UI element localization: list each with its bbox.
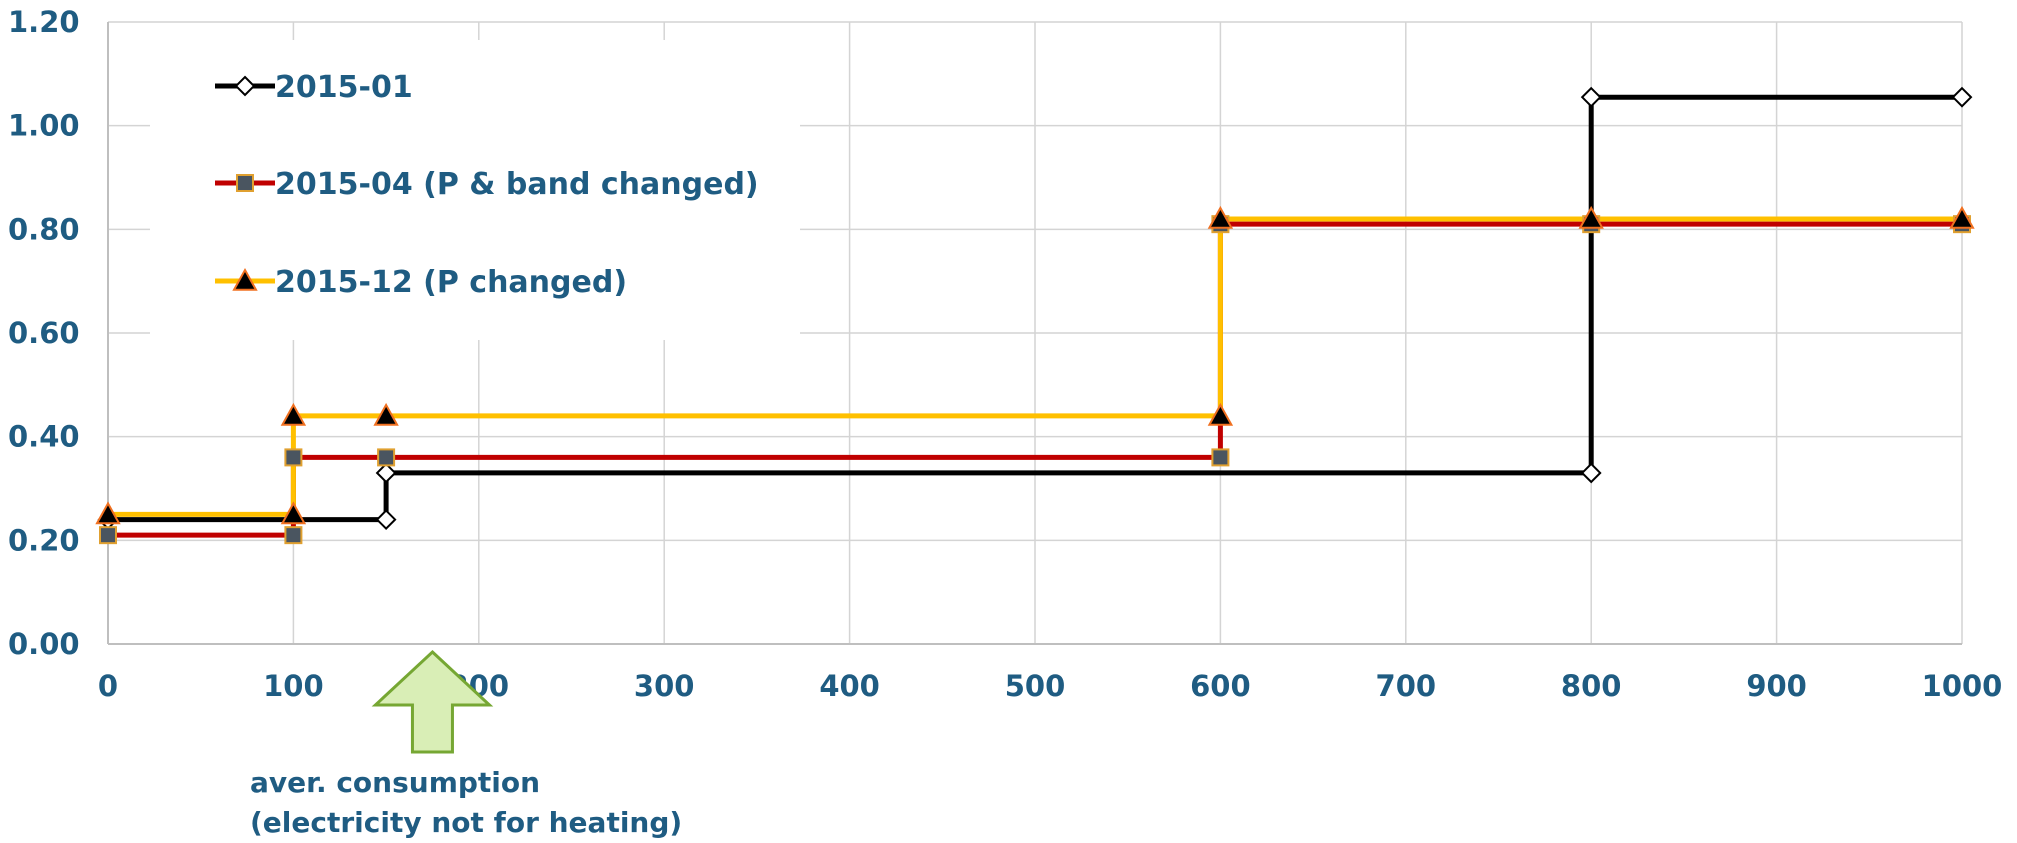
data-point-marker — [1580, 86, 1602, 108]
y-tick-label: 0.20 — [8, 523, 80, 557]
data-point-marker — [377, 448, 396, 467]
data-point-marker — [375, 462, 397, 484]
x-tick-label: 300 — [634, 669, 695, 703]
y-tick-label: 0.40 — [8, 420, 80, 454]
x-tick-label: 600 — [1190, 669, 1251, 703]
data-point-marker — [284, 526, 303, 545]
data-point-marker — [95, 501, 121, 525]
data-point-marker — [1211, 448, 1230, 467]
y-tick-label: 1.20 — [8, 5, 80, 39]
data-point-marker — [280, 501, 307, 525]
axes: 0.000.200.400.600.801.001.200 100 200 300 40… — [8, 5, 2002, 703]
data-point-marker — [232, 267, 258, 291]
legend-label: 2015-04 (P & band changed) — [275, 167, 759, 202]
legend-background — [150, 40, 800, 340]
series-line — [108, 94, 1962, 523]
data-point-marker — [284, 448, 303, 467]
legend-label: 2015-01 — [275, 70, 413, 105]
data-point-marker — [1207, 402, 1234, 426]
x-tick-label: 500 — [1005, 669, 1066, 703]
annotation-text: aver. consumption (electricity not for h… — [250, 763, 682, 843]
y-tick-label: 0.60 — [8, 316, 80, 350]
x-tick-label: 100 — [263, 669, 324, 703]
data-point-marker — [234, 75, 256, 97]
y-tick-label: 1.00 — [8, 109, 80, 143]
up-arrow-shape — [371, 649, 494, 754]
y-tick-label: 0.00 — [8, 627, 80, 661]
annotation-line-1: aver. consumption — [250, 766, 541, 799]
x-tick-label: 900 — [1746, 669, 1807, 703]
y-tick-label: 0.80 — [8, 212, 80, 246]
data-point-marker — [280, 402, 307, 426]
data-point-marker — [1578, 205, 1604, 229]
data-point-marker — [1207, 205, 1234, 229]
x-tick-label: 1000 — [1922, 669, 2003, 703]
data-point-marker — [99, 526, 117, 545]
annotation-arrow — [371, 649, 494, 754]
series-line — [108, 216, 1962, 517]
x-tick-label: 0 — [98, 669, 118, 703]
x-tick-label: 700 — [1376, 669, 1437, 703]
data-point-marker — [1580, 462, 1602, 484]
data-point-marker — [375, 509, 397, 531]
legend: 2015-01 2015-04 (P & band changed) 2015-12… — [215, 70, 759, 300]
x-tick-label: 400 — [819, 669, 880, 703]
data-point-marker — [1951, 86, 1973, 108]
legend-box — [150, 40, 800, 340]
x-tick-label: 800 — [1561, 669, 1622, 703]
series-layer — [95, 86, 1975, 545]
data-point-marker — [236, 174, 254, 192]
data-point-marker — [1949, 205, 1975, 229]
legend-label: 2015-12 (P changed) — [275, 265, 627, 300]
data-point-marker — [373, 402, 399, 426]
annotation-line-2: (electricity not for heating) — [250, 806, 683, 839]
